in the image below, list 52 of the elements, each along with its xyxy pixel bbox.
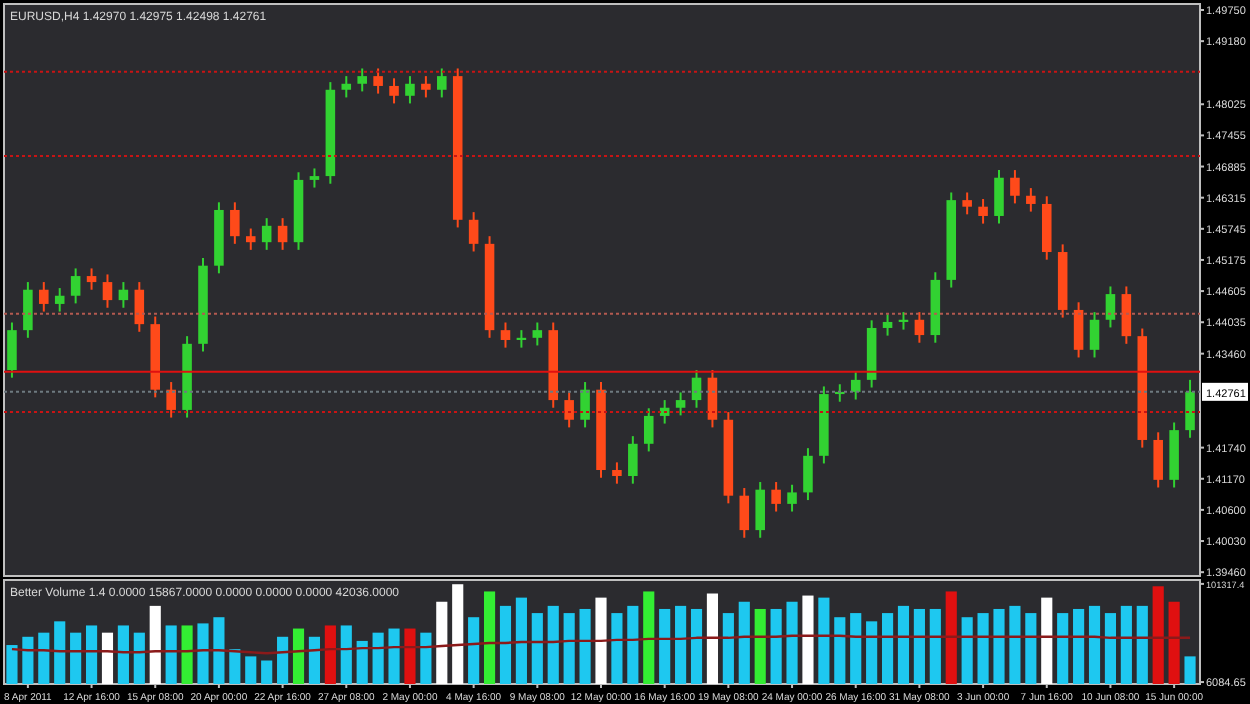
candlestick xyxy=(1153,431,1163,489)
candlestick xyxy=(882,313,893,337)
candlestick xyxy=(134,281,145,333)
candlestick xyxy=(102,273,113,309)
candlestick xyxy=(850,371,861,401)
candlestick xyxy=(564,391,574,429)
candlestick xyxy=(707,369,718,429)
candlestick xyxy=(978,198,988,225)
candlestick xyxy=(373,67,383,95)
candlestick xyxy=(1121,285,1132,345)
candlestick xyxy=(405,75,415,105)
candlestick xyxy=(230,201,240,245)
candlestick xyxy=(675,391,686,417)
candlestick xyxy=(1073,301,1084,359)
candlestick xyxy=(1010,169,1020,205)
candlestick xyxy=(1026,187,1036,213)
candlestick xyxy=(357,67,367,93)
candlestick xyxy=(1105,285,1116,329)
candlestick xyxy=(277,217,288,251)
candlestick xyxy=(532,321,543,347)
candlestick xyxy=(643,407,654,453)
candlestick xyxy=(70,267,81,305)
candlestick xyxy=(166,381,176,419)
candlestick xyxy=(341,75,352,99)
candlestick xyxy=(389,77,399,105)
candlestick xyxy=(739,487,750,539)
candlestick xyxy=(309,167,320,189)
candlestick xyxy=(500,321,511,349)
candlestick xyxy=(1185,378,1195,439)
candlestick xyxy=(803,447,813,502)
candlestick xyxy=(914,311,925,344)
line-series xyxy=(10,634,1192,655)
candlestick xyxy=(245,227,256,251)
candlestick xyxy=(437,67,447,99)
candlestick xyxy=(755,481,765,539)
candlestick xyxy=(7,321,17,379)
candlestick xyxy=(580,381,590,429)
candlestick xyxy=(994,169,1004,225)
candlestick xyxy=(771,481,781,513)
candlestick xyxy=(23,281,33,339)
candlestick xyxy=(787,483,797,513)
candlestick xyxy=(54,287,65,313)
candlestick xyxy=(1089,311,1100,359)
candlestick xyxy=(86,267,97,291)
candlestick xyxy=(628,435,638,485)
candlestick xyxy=(39,281,49,313)
candlestick xyxy=(962,191,972,216)
candlestick xyxy=(421,75,431,99)
candlestick xyxy=(612,461,622,485)
candlestick xyxy=(261,217,272,251)
candlestick xyxy=(118,281,129,309)
candlestick xyxy=(468,211,479,253)
